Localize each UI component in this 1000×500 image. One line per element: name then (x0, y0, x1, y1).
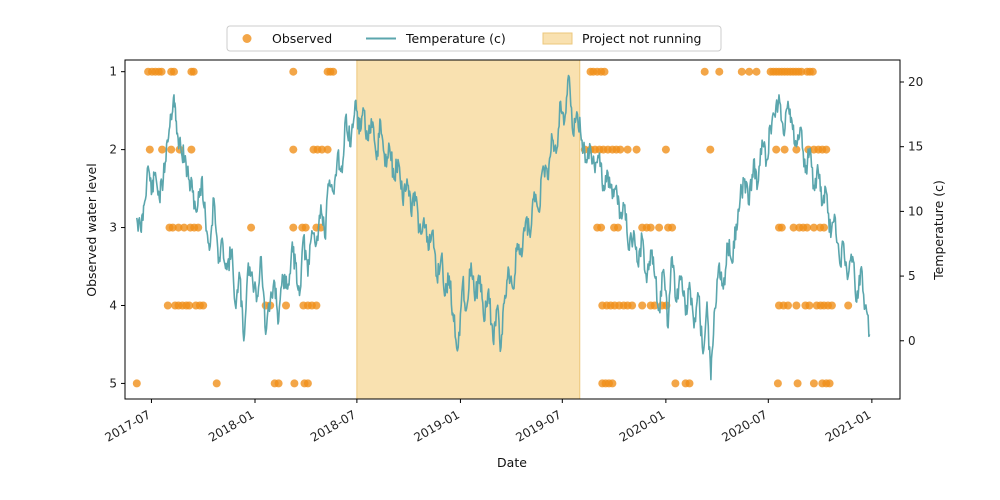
observed-point (780, 145, 789, 154)
observed-point (671, 379, 680, 388)
left-tick-label: 5 (109, 376, 117, 390)
observed-point (199, 301, 208, 310)
observed-point (312, 301, 321, 310)
legend-not-running-label: Project not running (582, 31, 701, 46)
observed-point (646, 223, 655, 232)
left-tick-label: 1 (109, 65, 117, 79)
observed-point (825, 379, 834, 388)
temperature-line (136, 74, 871, 381)
right-tick-label: 10 (908, 204, 923, 218)
observed-point (187, 145, 196, 154)
observed-point (158, 145, 167, 154)
observed-point (661, 145, 670, 154)
observed-point (808, 67, 817, 76)
observed-point (614, 223, 622, 232)
right-tick-label: 15 (908, 140, 923, 154)
observed-point (616, 145, 625, 154)
right-axis-label: Temperature (c) (931, 180, 946, 281)
observed-point (772, 145, 781, 154)
observed-point (132, 379, 141, 388)
left-tick-label: 2 (109, 143, 117, 157)
legend: Observed Temperature (c) Project not run… (226, 25, 722, 52)
observed-point (608, 379, 617, 388)
observed-point (318, 145, 326, 154)
observed-point (600, 67, 609, 76)
legend-not-running-patch (542, 32, 573, 45)
x-axis-label: Date (497, 455, 527, 470)
observed-point (301, 223, 310, 232)
observed-point (685, 379, 694, 388)
observed-point (668, 223, 677, 232)
observed-point (167, 145, 176, 154)
observed-point (597, 223, 606, 232)
right-tick-label: 5 (908, 269, 916, 283)
left-tick-label: 3 (109, 221, 117, 235)
legend-box (226, 25, 722, 52)
observed-point (194, 223, 203, 232)
observed-point (784, 301, 792, 310)
observed-point (212, 379, 221, 388)
observed-point (809, 223, 818, 232)
observed-point (793, 379, 802, 388)
observed-point (303, 379, 312, 388)
left-tick-label: 4 (109, 298, 117, 312)
observed-point (715, 67, 724, 76)
observed-point (247, 223, 256, 232)
observed-point (752, 67, 761, 76)
legend-observed-marker (242, 34, 252, 43)
left-axis-ticks: 1 2 3 4 5 (109, 65, 125, 390)
observed-point (700, 67, 709, 76)
right-tick-label: 0 (908, 334, 916, 348)
left-axis-label: Observed water level (84, 163, 99, 296)
observed-point (163, 301, 172, 310)
observed-point (805, 301, 814, 310)
observed-point (706, 145, 715, 154)
observed-point (844, 301, 853, 310)
observed-point (623, 145, 632, 154)
observed-point (632, 145, 641, 154)
observed-point (638, 301, 647, 310)
observed-point (189, 67, 198, 76)
observed-point (323, 145, 332, 154)
observed-point (822, 145, 831, 154)
observed-point (745, 67, 754, 76)
observed-point (180, 223, 189, 232)
right-tick-label: 20 (908, 75, 923, 89)
observed-point (168, 223, 177, 232)
legend-observed-label: Observed (272, 31, 332, 46)
observed-point (157, 67, 166, 76)
observed-point (145, 145, 154, 154)
not-running-band (356, 59, 581, 400)
observed-point (737, 67, 746, 76)
observed-point (329, 67, 338, 76)
observed-point (777, 223, 786, 232)
observed-point (282, 301, 290, 310)
observed-point (792, 145, 801, 154)
observed-point (170, 67, 178, 76)
observed-point (797, 67, 806, 76)
observed-point (289, 67, 298, 76)
observed-point (789, 223, 798, 232)
observed-point (827, 301, 836, 310)
right-axis-ticks: 0 5 10 15 20 (900, 75, 923, 348)
observed-point (803, 223, 812, 232)
plot-frame (124, 59, 901, 400)
observed-point (289, 223, 298, 232)
observed-point (628, 301, 637, 310)
observed-point (290, 379, 299, 388)
legend-temperature-label: Temperature (c) (405, 31, 506, 46)
observed-point (185, 301, 194, 310)
temperature-series (136, 74, 871, 381)
observed-point (655, 223, 664, 232)
observed-point (174, 223, 183, 232)
observed-point (809, 379, 818, 388)
observed-point (274, 379, 283, 388)
observed-point (792, 301, 801, 310)
observed-point (773, 379, 782, 388)
observed-point (289, 145, 298, 154)
observed-point (820, 223, 828, 232)
